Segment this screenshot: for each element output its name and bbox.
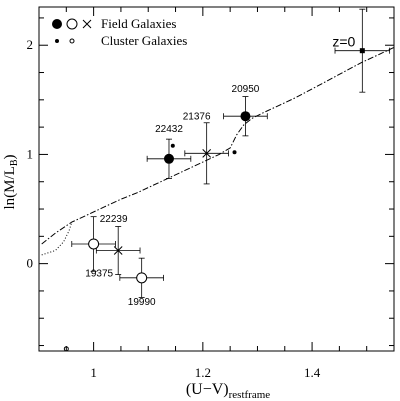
z0-label: z=0 (332, 34, 355, 50)
point-label-19990: 19990 (128, 297, 156, 308)
point-label-19375: 19375 (85, 269, 113, 280)
field-galaxy-20950-marker (240, 111, 251, 122)
cluster-galaxy-1-marker (232, 150, 237, 155)
y-axis-label-sub: B (9, 159, 20, 166)
point-label-22239: 22239 (100, 214, 128, 225)
legend-open-large-marker (66, 18, 78, 30)
cluster-galaxy-0-marker (170, 143, 175, 148)
legend-cross-marker (82, 19, 92, 29)
model-track-dashdot (41, 46, 395, 245)
x-axis-label-main: (U−V) (186, 381, 229, 398)
y-axis-label-close: ) (2, 154, 18, 159)
legend-cluster-label: Cluster Galaxies (101, 33, 187, 48)
point-label-20950: 20950 (232, 84, 260, 95)
x-tick-label: 1.4 (304, 365, 321, 380)
model-tracks (41, 46, 395, 256)
plot-frame (38, 6, 395, 352)
y-axis-label-main: ln(M/L (2, 166, 18, 209)
field-galaxy-22432-marker (163, 153, 174, 164)
field-galaxy-19375-marker (113, 246, 123, 255)
legend-filled-small-marker (55, 39, 59, 43)
y-axis-label: ln(M/LB) (2, 154, 20, 209)
cluster-galaxy-2-marker (63, 346, 69, 352)
x-tick-label: 1.2 (195, 365, 211, 380)
x-axis-label-sub: restframe (229, 389, 271, 401)
x-tick-label: 1 (90, 365, 97, 380)
axis-ticks: 1 1.2 1.4 0 1 2 (27, 7, 395, 380)
data-points (63, 8, 391, 352)
point-label-22432: 22432 (155, 124, 183, 135)
field-galaxy-22239-marker (88, 238, 100, 250)
field-galaxy-19990-marker (136, 272, 148, 284)
model-track-dotted (41, 221, 73, 256)
legend: Field Galaxies Cluster Galaxies (52, 16, 187, 48)
point-label-21376: 21376 (183, 111, 211, 122)
z0-point-marker (359, 48, 365, 54)
legend-field-label: Field Galaxies (101, 16, 176, 31)
y-tick-label: 0 (27, 256, 34, 271)
field-galaxy-21376-marker (202, 148, 212, 158)
y-tick-label: 1 (27, 146, 34, 161)
legend-filled-large-marker (52, 19, 62, 29)
x-axis-label: (U−V)restframe (186, 381, 270, 401)
y-tick-label: 2 (27, 37, 34, 52)
legend-open-small-marker (69, 38, 75, 44)
